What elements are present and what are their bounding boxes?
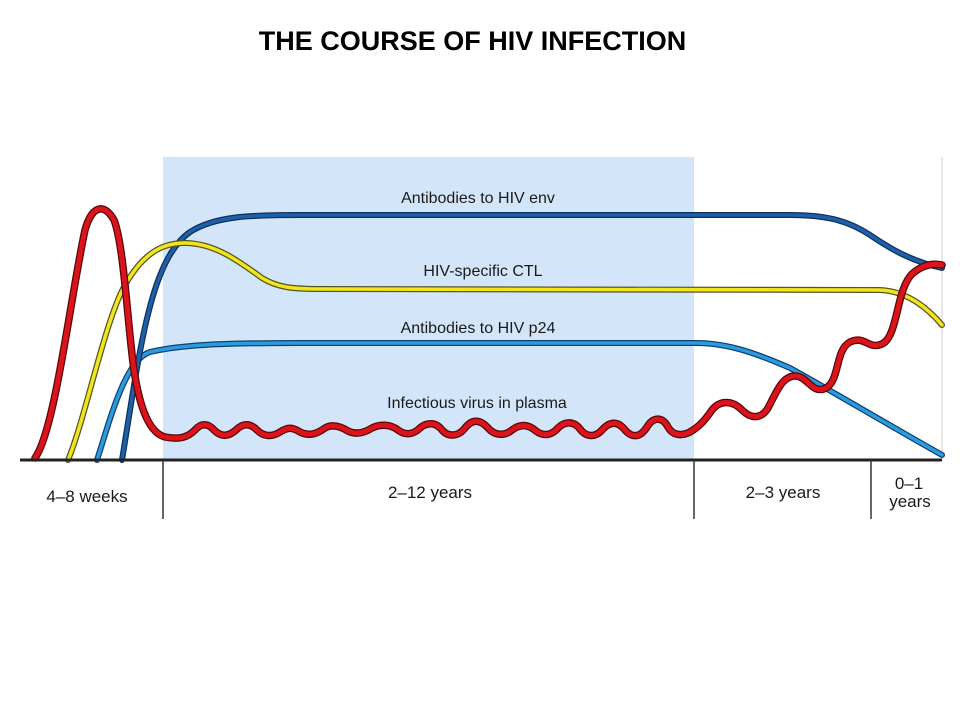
latency-shaded-region [163, 157, 694, 460]
env-antibody-curve [120, 213, 944, 462]
period-label-symptomatic: 2–3 years [746, 483, 821, 502]
label-ctl: HIV-specific CTL [423, 263, 542, 280]
label-virus: Infectious virus in plasma [387, 395, 567, 412]
ctl-curve [66, 241, 944, 462]
virus-curve [32, 206, 945, 461]
page-title: THE COURSE OF HIV INFECTION [258, 26, 687, 56]
label-env-antibodies: Antibodies to HIV env [401, 190, 555, 207]
period-label-aids-line2: years [889, 492, 931, 511]
period-label-latency: 2–12 years [388, 483, 472, 502]
period-label-acute: 4–8 weeks [46, 487, 127, 506]
label-p24-antibodies: Antibodies to HIV p24 [401, 320, 556, 337]
period-label-aids-line1: 0–1 [895, 474, 923, 493]
